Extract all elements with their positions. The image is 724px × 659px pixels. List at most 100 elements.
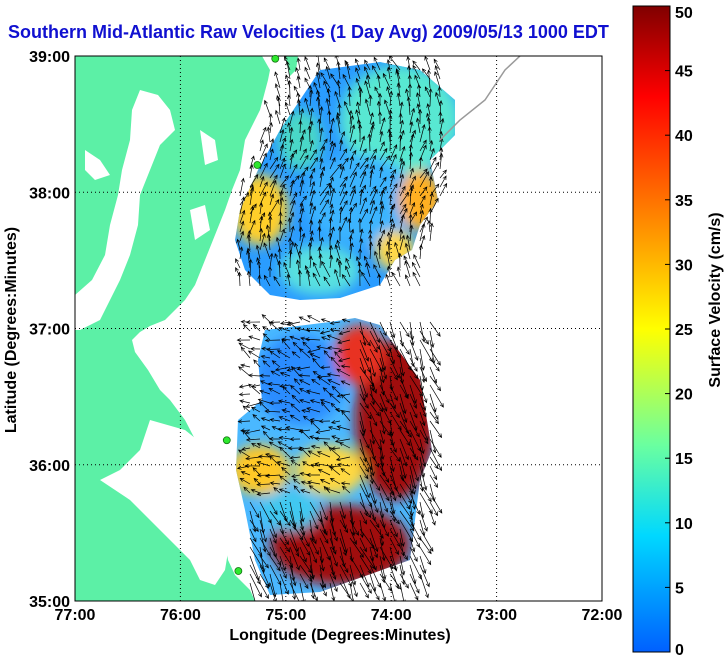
velocity-arrow: [399, 145, 406, 161]
velocity-arrow: [329, 203, 334, 215]
velocity-arrow: [389, 474, 402, 499]
velocity-arrow: [331, 435, 341, 440]
velocity-arrow: [419, 555, 427, 574]
velocity-arrow: [269, 138, 275, 152]
velocity-arrow: [239, 246, 244, 260]
velocity-arrow: [304, 66, 311, 80]
velocity-arrow: [415, 117, 421, 134]
velocity-arrow: [407, 83, 413, 98]
velocity-arrow: [260, 354, 271, 359]
velocity-arrow: [305, 328, 321, 333]
velocity-arrow: [319, 157, 324, 170]
velocity-arrow: [259, 191, 267, 206]
velocity-arrow: [273, 275, 281, 287]
velocity-arrow: [389, 144, 398, 161]
velocity-arrow: [326, 372, 341, 377]
velocity-arrow: [319, 537, 331, 561]
velocity-arrow: [269, 501, 278, 516]
velocity-arrow: [359, 519, 365, 539]
velocity-arrow: [359, 238, 364, 251]
velocity-arrow: [307, 450, 321, 458]
velocity-arrow: [289, 582, 300, 601]
velocity-arrow: [299, 202, 304, 215]
velocity-arrow: [434, 70, 441, 89]
velocity-arrow: [249, 203, 257, 215]
velocity-arrow: [269, 174, 278, 188]
velocity-arrow: [279, 564, 287, 579]
velocity-arrow: [237, 449, 251, 458]
velocity-arrow: [294, 242, 301, 260]
velocity-arrow: [357, 217, 362, 233]
velocity-arrow: [409, 384, 417, 405]
velocity-arrow: [239, 177, 245, 197]
velocity-arrow: [337, 225, 343, 242]
velocity-arrow: [349, 582, 354, 601]
velocity-arrow: [300, 480, 311, 485]
velocity-arrow: [269, 148, 274, 161]
velocity-arrow: [404, 242, 411, 260]
velocity-arrow: [281, 466, 291, 476]
velocity-arrow: [258, 401, 271, 413]
velocity-arrow: [344, 265, 351, 278]
velocity-arrow: [338, 330, 351, 336]
velocity-arrow: [409, 492, 420, 515]
velocity-arrow: [429, 483, 436, 503]
velocity-arrow: [389, 555, 397, 571]
velocity-arrow: [388, 194, 393, 206]
velocity-arrow: [247, 230, 252, 242]
velocity-arrow: [399, 173, 405, 188]
velocity-arrow: [409, 519, 422, 541]
velocity-arrow: [382, 72, 391, 89]
velocity-arrow: [347, 218, 352, 233]
velocity-arrow: [339, 519, 349, 534]
velocity-arrow: [292, 478, 301, 485]
velocity-arrow: [249, 582, 256, 601]
velocity-arrow: [289, 546, 300, 571]
velocity-arrow: [277, 260, 282, 278]
velocity-arrow: [330, 73, 341, 89]
velocity-arrow: [409, 330, 415, 347]
velocity-arrow: [249, 164, 254, 179]
velocity-arrow: [348, 109, 353, 125]
velocity-arrow: [286, 273, 291, 287]
velocity-arrow: [369, 330, 381, 351]
velocity-arrow: [369, 339, 378, 353]
velocity-arrow: [418, 108, 423, 125]
velocity-arrow: [299, 171, 306, 188]
velocity-arrow: [329, 176, 334, 188]
velocity-arrow: [238, 342, 251, 350]
velocity-arrow: [252, 467, 261, 476]
velocity-arrow: [320, 336, 331, 341]
velocity-arrow: [299, 398, 311, 404]
velocity-arrow: [259, 152, 267, 170]
velocity-arrow: [409, 573, 420, 594]
velocity-arrow: [379, 339, 390, 358]
velocity-arrow: [291, 351, 301, 359]
colorbar-tick-label: 35: [675, 193, 693, 210]
velocity-arrow: [317, 226, 322, 242]
velocity-arrow: [318, 253, 323, 269]
x-axis-title: Longitude (Degrees:Minutes): [229, 627, 450, 644]
velocity-arrow: [256, 260, 261, 278]
velocity-arrow: [330, 356, 341, 368]
velocity-arrow: [321, 260, 331, 278]
velocity-arrow: [249, 174, 259, 188]
velocity-arrow: [369, 321, 380, 344]
velocity-arrow: [248, 335, 261, 341]
velocity-arrow: [369, 465, 374, 485]
velocity-arrow: [369, 199, 376, 215]
velocity-arrow: [289, 126, 294, 143]
velocity-arrow: [267, 381, 281, 387]
velocity-arrow: [243, 486, 251, 494]
velocity-arrow: [329, 320, 341, 326]
velocity-arrow: [336, 79, 341, 98]
velocity-arrow: [279, 510, 291, 527]
velocity-arrow: [319, 564, 325, 589]
velocity-arrow: [369, 185, 377, 197]
velocity-arrow: [298, 226, 303, 242]
velocity-arrow: [299, 232, 306, 251]
velocity-arrow: [236, 238, 241, 251]
velocity-arrow: [349, 124, 356, 143]
velocity-arrow: [359, 402, 372, 420]
velocity-arrow: [238, 384, 251, 389]
